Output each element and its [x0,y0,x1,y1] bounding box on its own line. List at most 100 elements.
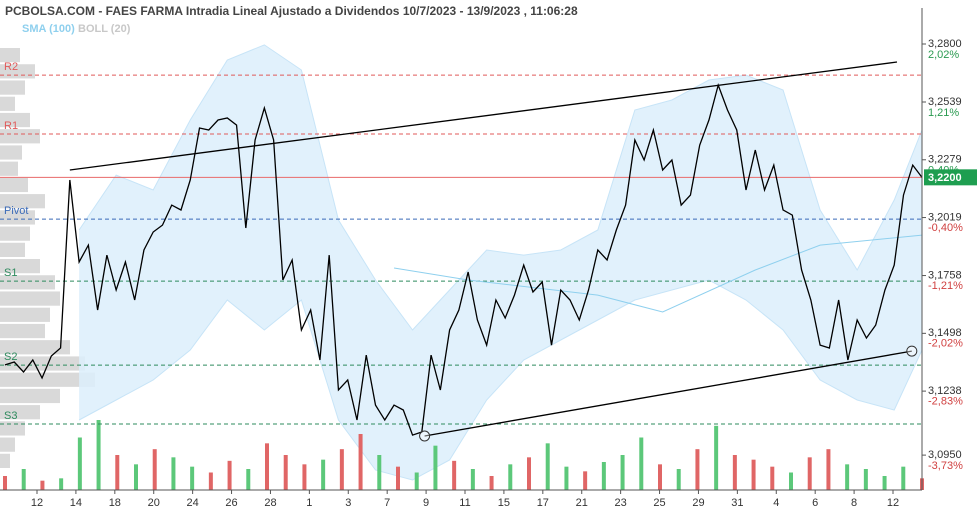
sma-line [393,234,923,313]
x-tick-label: 3 [345,497,351,509]
y-tick-label: 3,2279 [928,154,962,166]
volume-profile-bar [0,291,60,306]
trendline [69,61,898,171]
y-tick-label: 3,1498 [928,327,962,339]
volume-profile-bar [0,453,10,468]
volume-bar [620,455,625,490]
volume-bar [396,466,400,490]
x-tick-label: 24 [187,497,199,509]
trendline [424,350,912,437]
volume-bar [339,449,344,490]
level-label: R2 [4,61,18,73]
volume-bar [21,469,26,490]
volume-bar [508,464,513,490]
volume-profile-bar [0,372,95,387]
volume-bar [601,462,606,490]
y-tick-label: 3,2800 [928,38,962,50]
volume-profile-bar [0,226,30,241]
volume-bar [658,464,662,490]
bollinger-lower [78,279,923,481]
y-tick-label: 3,0950 [928,449,962,461]
y2-tick-label: -1,21% [928,280,963,292]
volume-bar [40,480,45,490]
x-tick-label: 12 [887,497,899,509]
front-layer: 3,2800 3,2539 3,2279 3,2019 3,1758 3,1498 3,12… [0,8,977,509]
x-tick-label: 9 [423,497,429,509]
x-tick-label: 17 [537,497,549,509]
volume-bar [751,459,756,490]
volume-bar [96,420,101,490]
volume-profile-bar [0,275,55,290]
x-tick-label: 20 [148,497,160,509]
x-tick-label: 8 [851,497,857,509]
volume-bar [59,478,64,490]
volume-bar [227,460,232,490]
price-line [4,82,923,436]
volume-bar [676,469,681,490]
volume-profile-bar [0,96,15,111]
volume-bar [246,469,251,490]
volume-bar [452,460,457,490]
y2-tick-label: -3,73% [928,460,963,472]
trendline-handle [419,430,431,442]
volume-profile-bar [0,161,18,176]
x-tick-label: 21 [576,497,588,509]
volume-bar [882,476,887,490]
volume-profile-bar [0,145,22,160]
volume-profile-bar [0,307,50,322]
volume-profile-bar [0,388,60,404]
x-tick-label: 15 [498,497,510,509]
volume-bar [358,434,363,490]
level-label: S1 [4,267,17,279]
x-tick-label: 31 [731,497,743,509]
x-tick-label: 11 [459,497,470,509]
volume-profile-bar [0,112,30,128]
x-tick-label: 1 [306,497,312,509]
volume-bar [321,459,326,490]
trendline-handle [906,345,918,357]
x-tick-label: 4 [773,497,779,509]
y2-tick-label: -2,83% [928,396,963,408]
y2-tick-label: -2,02% [928,338,963,350]
volume-bar [171,457,176,490]
volume-bar [377,455,382,490]
x-tick-label: 6 [812,497,818,509]
level-label: R1 [4,120,18,132]
volume-profile-bar [0,340,70,355]
y2-tick-label: 1,21% [928,107,959,119]
back-layer: R2 R1 Pivot S1 S2 S3 [0,44,924,490]
last-price-label: 3,2200 [928,172,962,184]
x-tick-label: 29 [692,497,704,509]
x-tick-label: 7 [384,497,390,509]
y-tick-label: 3,1758 [928,269,962,281]
x-tick-label: 12 [31,497,43,509]
volume-bar [695,449,700,490]
volume-bar [433,445,438,490]
volume-profile-bar [0,177,28,193]
y-tick-label: 3,2019 [928,211,962,223]
volume-bar [265,443,269,490]
y2-tick-label: -0,40% [928,222,963,234]
volume-profile-bar [0,210,35,225]
x-tick-label: 26 [225,497,237,509]
volume-profile-bar [0,194,45,209]
volume-profile-bar [0,405,40,420]
volume-bar [826,449,831,490]
volume-bar [545,443,550,490]
volume-bar [302,464,307,490]
volume-bar [583,471,588,490]
legend-boll: BOLL (20) [78,23,131,35]
volume-bar [639,437,644,490]
volume-profile-bar [0,323,45,339]
volume-bar [564,466,569,490]
y2-tick-label: 2,02% [928,49,959,61]
volume-bar [489,476,494,490]
x-tick-label: 23 [615,497,627,509]
volume-bar [845,464,850,490]
chart-title: PCBOLSA.COM - FAES FARMA Intradia Lineal… [5,4,578,18]
volume-bar [901,466,906,490]
y-tick-label: 3,2539 [928,96,962,108]
x-tick-label: 18 [109,497,121,509]
y-tick-label: 3,1238 [928,385,962,397]
